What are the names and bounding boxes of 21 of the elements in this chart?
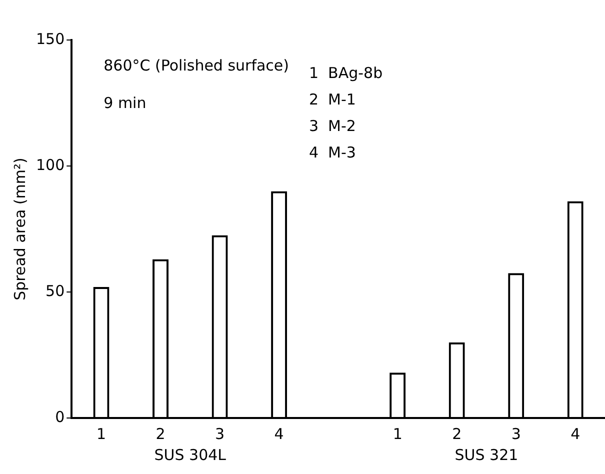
- annotation: 4 M-3: [308, 143, 356, 162]
- x-tick-label: 1: [96, 424, 106, 443]
- y-axis-title: Spread area (mm²): [10, 158, 29, 300]
- annotation: 860°C (Polished surface): [104, 56, 290, 74]
- y-tick-label: 50: [46, 282, 65, 300]
- y-tick-label: 150: [36, 30, 65, 48]
- y-tick-label: 0: [55, 408, 65, 426]
- annotation: 1 BAg-8b: [308, 64, 383, 82]
- x-tick-label: 2: [156, 424, 166, 443]
- x-tick-label: 3: [215, 424, 225, 443]
- text: SUS 304L: [154, 446, 227, 464]
- annotation: 9 min: [104, 94, 146, 112]
- annotation: 3 M-2: [308, 116, 356, 135]
- y-tick-label: 100: [36, 156, 65, 174]
- text: SUS 321: [454, 446, 518, 464]
- x-tick-label: 3: [511, 424, 521, 443]
- x-tick-label: 2: [452, 424, 462, 443]
- x-tick-label: 1: [392, 424, 402, 443]
- x-tick-label: 4: [274, 424, 284, 443]
- annotation: 2 M-1: [308, 90, 356, 108]
- x-tick-label: 4: [570, 424, 580, 443]
